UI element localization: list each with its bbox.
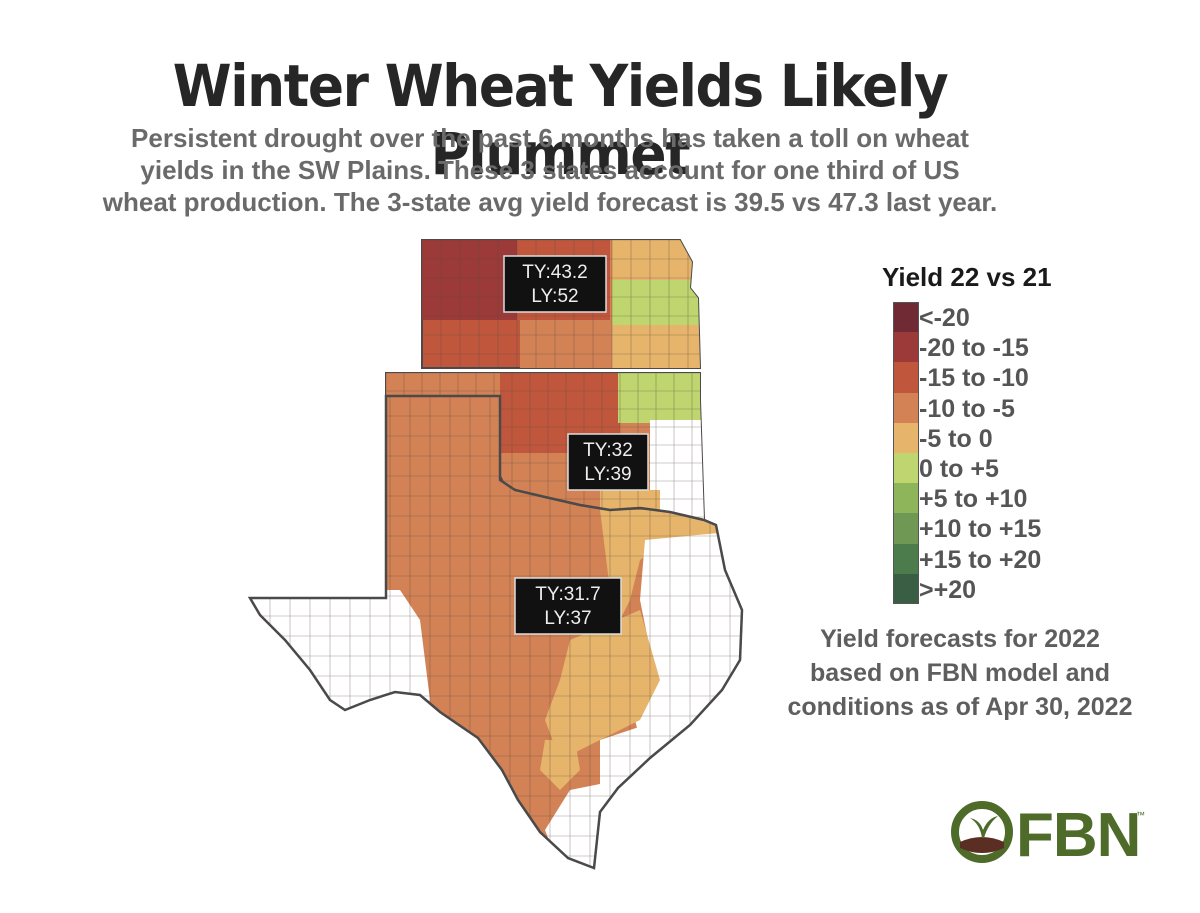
legend-label: +5 to +10 (919, 485, 1028, 514)
legend-swatch (893, 513, 919, 544)
legend-swatch (893, 452, 919, 484)
legend-item: +10 to +15 (893, 513, 1143, 544)
legend-swatch (893, 302, 919, 333)
map-title: Winter Wheat Yields Likely Plummet (172, 52, 949, 188)
note-line: Yield forecasts for 2022 (820, 625, 1100, 653)
kansas-label: TY:43.2 LY:52 (503, 255, 607, 313)
legend-item: -10 to -5 (893, 392, 1143, 423)
trademark-mark: ™ (1136, 810, 1145, 820)
fbn-wordmark: FBN (1016, 801, 1141, 870)
legend-label: -15 to -10 (919, 364, 1029, 393)
legend-swatch (893, 483, 919, 514)
legend-item: -5 to 0 (893, 422, 1143, 453)
legend-item: +5 to +10 (893, 483, 1143, 514)
texas-ty: TY:31.7 (535, 584, 601, 605)
kansas-ly: LY:52 (531, 286, 578, 307)
legend-swatch (893, 362, 919, 393)
legend-label: -20 to -15 (919, 334, 1029, 363)
note-line: based on FBN model and (809, 659, 1111, 687)
subtitle-line: Persistent drought over the past 6 month… (131, 123, 969, 153)
legend-label: -10 to -5 (919, 394, 1015, 423)
legend-item: -15 to -10 (893, 362, 1143, 393)
oklahoma-ty: TY:32 (583, 440, 633, 461)
legend-item: +15 to +20 (893, 543, 1143, 574)
legend-item: 0 to +5 (893, 452, 1143, 484)
legend-swatch (893, 332, 919, 363)
map-subtitle: Persistent drought over the past 6 month… (100, 122, 1000, 218)
legend-swatch (893, 392, 919, 423)
legend-title: Yield 22 vs 21 (882, 262, 1052, 292)
legend-swatch (893, 573, 919, 604)
oklahoma-ly: LY:39 (584, 464, 631, 485)
legend-label: +10 to +15 (919, 515, 1042, 544)
legend-swatch (893, 543, 919, 574)
legend-item: >+20 (893, 573, 1143, 604)
fbn-globe-icon (951, 801, 1013, 863)
oklahoma-label: TY:32 LY:39 (567, 433, 649, 491)
legend-label: <-20 (919, 304, 970, 332)
legend: <-20 -20 to -15 -15 to -10 -10 to -5 -5 to 0… (893, 302, 1143, 604)
state-kansas (421, 239, 702, 369)
texas-ly: LY:37 (544, 608, 591, 629)
legend-item: <-20 (893, 302, 1143, 333)
legend-label: 0 to +5 (919, 454, 999, 483)
subtitle-line: yields in the SW Plains. These 3 states … (140, 155, 960, 185)
note-line: conditions as of Apr 30, 2022 (787, 693, 1133, 721)
legend-label: +15 to +20 (919, 545, 1042, 574)
legend-swatch (893, 422, 919, 453)
legend-item: -20 to -15 (893, 332, 1143, 363)
fbn-logo: FBN ™ (950, 798, 1150, 870)
texas-label: TY:31.7 LY:37 (514, 577, 622, 635)
legend-label: -5 to 0 (919, 424, 993, 453)
legend-label: >+20 (919, 575, 977, 604)
kansas-ty: TY:43.2 (522, 262, 588, 283)
subtitle-line: wheat production. The 3-state avg yield … (102, 187, 998, 217)
forecast-note: Yield forecasts for 2022 based on FBN mo… (770, 622, 1150, 724)
